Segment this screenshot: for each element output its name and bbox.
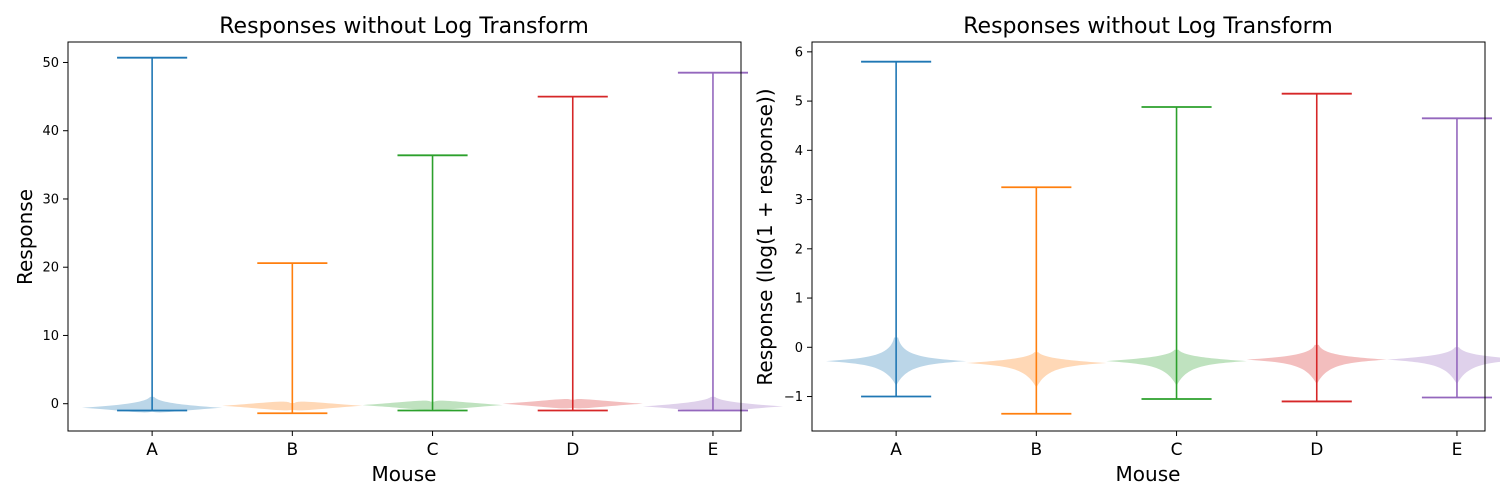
left-violins — [82, 56, 784, 415]
right-y-tick-label: 5 — [795, 95, 803, 110]
right-y-tick-label: 0 — [795, 341, 803, 356]
left-chart: Responses without Log Transform 0 10 20 30 4… — [13, 14, 784, 486]
left-plot-area — [67, 41, 742, 432]
left-y-tick-label: 40 — [42, 124, 59, 139]
right-x-tick-label: B — [1030, 440, 1042, 460]
right-chart-title: Responses without Log Transform — [963, 14, 1333, 39]
left-y-axis: 0 10 20 30 40 50 — [42, 56, 68, 412]
right-y-tick-label: 4 — [795, 144, 803, 159]
right-y-tick-label: 3 — [795, 193, 803, 208]
right-y-tick-label: 2 — [795, 242, 803, 257]
left-x-axis-label: Mouse — [372, 462, 437, 486]
left-y-tick-label: 30 — [42, 192, 59, 207]
right-y-tick-label: −1 — [784, 390, 803, 405]
right-y-tick-label: 6 — [795, 45, 803, 60]
left-x-tick-label: B — [286, 440, 298, 460]
left-chart-title: Responses without Log Transform — [219, 14, 589, 39]
left-y-tick-label: 0 — [51, 397, 59, 412]
left-x-tick-label: E — [708, 440, 719, 460]
left-x-tick-label: C — [427, 440, 439, 460]
left-y-tick-label: 10 — [42, 329, 59, 344]
right-violin-body-e — [1386, 347, 1500, 385]
right-plot-area — [811, 41, 1486, 432]
right-y-tick-label: 1 — [795, 292, 803, 307]
left-x-axis: A B C D E — [146, 431, 718, 460]
right-x-axis-label: Mouse — [1116, 462, 1181, 486]
right-x-tick-label: D — [1310, 440, 1323, 460]
right-violins — [826, 60, 1500, 415]
right-y-axis-label: Response (log(1 + response)) — [753, 88, 777, 385]
left-y-tick-label: 50 — [42, 56, 59, 71]
left-x-tick-label: D — [566, 440, 579, 460]
right-x-tick-label: A — [890, 440, 902, 460]
left-y-axis-label: Response — [13, 189, 37, 285]
left-y-tick-label: 20 — [42, 261, 59, 276]
right-chart: Responses without Log Transform −1 0 1 2 3 4 5… — [753, 14, 1500, 486]
right-x-tick-label: C — [1171, 440, 1183, 460]
right-x-tick-label: E — [1452, 440, 1463, 460]
right-x-axis: A B C D E — [890, 431, 1462, 460]
right-y-axis: −1 0 1 2 3 4 5 6 — [784, 45, 812, 405]
left-x-tick-label: A — [146, 440, 158, 460]
